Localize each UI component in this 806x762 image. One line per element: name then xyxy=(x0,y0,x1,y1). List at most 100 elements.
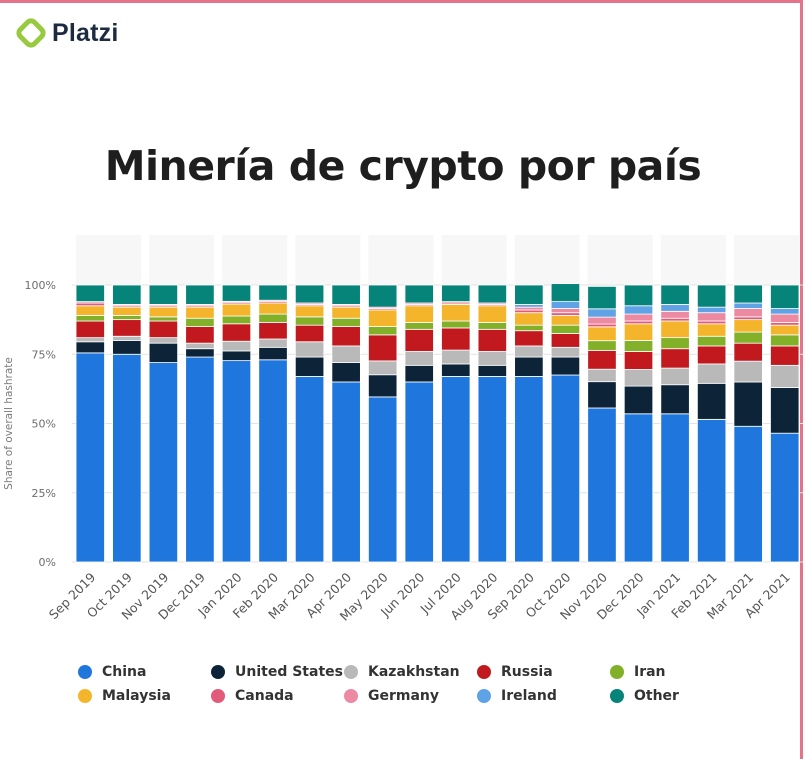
bar-segment-kazakhstan xyxy=(696,363,727,384)
bar-segment-united-states xyxy=(185,348,215,358)
bar-segment-ireland xyxy=(770,308,800,315)
bar-segment-china xyxy=(404,381,434,563)
bar-segment-china xyxy=(148,362,179,563)
bar-segment-other xyxy=(733,284,763,304)
legend-swatch xyxy=(78,689,92,703)
bar-segment-canada xyxy=(623,320,654,325)
bar-segment-malaysia xyxy=(258,302,288,315)
legend-label: Iran xyxy=(634,664,666,680)
bar-segment-china xyxy=(477,376,507,563)
bar-segment-germany xyxy=(770,313,800,323)
bar-segment-russia xyxy=(148,320,179,339)
bar-segment-iran xyxy=(368,326,398,336)
legend-label: Other xyxy=(634,688,679,704)
bar-segment-kazakhstan xyxy=(221,340,252,352)
bar-segment-kazakhstan xyxy=(660,367,690,386)
legend-swatch xyxy=(610,665,624,679)
bar-segment-united-states xyxy=(514,356,544,377)
stacked-bar-chart: 0% 25% 50% 75% 100% Share of overall hashrate… xyxy=(3,235,803,624)
bar-segment-malaysia xyxy=(75,305,105,316)
bar-segment-iran xyxy=(733,331,763,344)
legend-swatch xyxy=(477,665,491,679)
chart-legend: China United States Kazakhstan Russia Iran Ma… xyxy=(78,664,798,704)
brand-name: Platzi xyxy=(52,18,119,47)
bar-segment-other xyxy=(441,284,471,303)
bar-segment-malaysia xyxy=(404,305,434,323)
bar-segment-united-states xyxy=(550,356,581,376)
bar-segment-united-states xyxy=(294,356,325,377)
legend-item: Iran xyxy=(610,664,743,680)
bar-segment-other xyxy=(660,284,690,305)
bar-segment-germany xyxy=(550,308,581,314)
bar-segment-other xyxy=(623,284,654,307)
bar-segment-kazakhstan xyxy=(550,346,581,358)
legend-label: Russia xyxy=(501,664,553,680)
bar-segment-china xyxy=(441,376,471,563)
bar-segment-russia xyxy=(696,345,727,365)
bar-segment-united-states xyxy=(331,362,361,383)
bar-segment-iran xyxy=(696,335,727,347)
bar-segment-china xyxy=(221,360,252,563)
bar-segment-canada xyxy=(660,317,690,322)
bar-segment-canada xyxy=(733,316,763,321)
bar-segment-russia xyxy=(112,319,142,337)
legend-item: United States xyxy=(211,664,344,680)
bar-segment-kazakhstan xyxy=(258,338,288,348)
bar-segment-malaysia xyxy=(770,324,800,336)
y-tick-label: 100% xyxy=(25,279,56,292)
bar-segment-united-states xyxy=(770,387,800,434)
bar-segment-germany xyxy=(587,316,617,325)
bar-segment-kazakhstan xyxy=(112,335,142,341)
bar-segment-malaysia xyxy=(587,326,617,342)
legend-swatch xyxy=(211,689,225,703)
bar-segment-canada xyxy=(75,302,105,307)
bar-segment-russia xyxy=(441,327,471,351)
bar-segment-other xyxy=(75,284,105,303)
bar-segment-china xyxy=(623,413,654,563)
bar-segment-malaysia xyxy=(550,315,581,326)
legend-item: Kazakhstan xyxy=(344,664,477,680)
legend-label: China xyxy=(102,664,147,680)
bar-segment-united-states xyxy=(404,364,434,383)
y-tick-label: 25% xyxy=(32,487,56,500)
bar-segment-ireland xyxy=(733,302,763,309)
bar-segment-malaysia xyxy=(368,309,398,327)
bar-segment-united-states xyxy=(148,342,179,363)
bar-segment-other xyxy=(696,284,727,308)
bar-segment-canada xyxy=(696,320,727,325)
bar-segment-iran xyxy=(221,315,252,325)
bar-segment-malaysia xyxy=(514,312,544,326)
bar-segment-iran xyxy=(623,340,654,352)
bar-segment-ireland xyxy=(550,301,581,309)
bar-segment-russia xyxy=(75,320,105,339)
bar-segment-united-states xyxy=(477,364,507,377)
bar-segment-germany xyxy=(623,313,654,322)
bar-segment-other xyxy=(587,285,617,310)
bar-segment-russia xyxy=(660,348,690,369)
bar-segment-iran xyxy=(770,334,800,347)
bar-segment-iran xyxy=(331,317,361,327)
bar-segment-russia xyxy=(221,323,252,342)
bar-segment-united-states xyxy=(221,350,252,362)
bar-segment-china xyxy=(75,352,105,563)
platzi-logo-icon xyxy=(16,18,46,48)
bar-segment-china xyxy=(112,353,142,563)
bar-segment-iran xyxy=(112,315,142,321)
background-band xyxy=(222,235,288,285)
legend-item: Other xyxy=(610,688,743,704)
legend-item: Canada xyxy=(211,688,344,704)
background-band xyxy=(76,235,142,285)
background-band xyxy=(514,235,580,285)
legend-item: Germany xyxy=(344,688,477,704)
bar-segment-other xyxy=(148,284,179,305)
bar-segment-united-states xyxy=(733,381,763,427)
bar-segment-ireland xyxy=(623,305,654,315)
bar-segment-china xyxy=(294,376,325,563)
bar-segment-kazakhstan xyxy=(441,349,471,365)
bar-segment-kazakhstan xyxy=(587,368,617,383)
bar-segment-germany xyxy=(733,308,763,318)
bar-segment-canada xyxy=(550,312,581,316)
bar-segment-other xyxy=(550,283,581,303)
y-axis-label: Share of overall hashrate xyxy=(3,357,15,490)
